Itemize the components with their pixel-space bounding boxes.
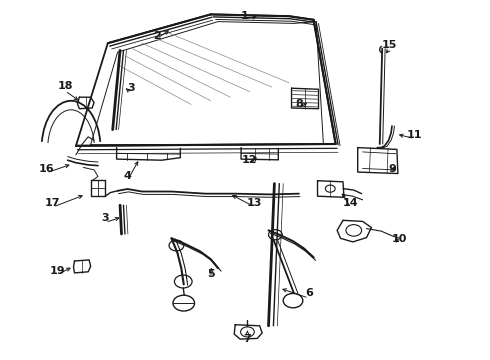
Text: 17: 17 xyxy=(45,198,61,208)
Text: 11: 11 xyxy=(406,130,422,140)
Text: 2: 2 xyxy=(153,31,161,41)
Text: 19: 19 xyxy=(50,266,66,276)
Text: 9: 9 xyxy=(388,164,396,174)
Text: 12: 12 xyxy=(242,155,258,165)
Text: 6: 6 xyxy=(305,288,313,298)
Text: 16: 16 xyxy=(39,164,54,174)
Text: 10: 10 xyxy=(392,234,407,244)
Text: 8: 8 xyxy=(295,99,303,109)
Text: 3: 3 xyxy=(127,83,135,93)
Text: 1: 1 xyxy=(241,11,249,21)
Text: 13: 13 xyxy=(247,198,263,208)
Text: 7: 7 xyxy=(244,334,251,344)
Text: 15: 15 xyxy=(382,40,397,50)
Text: 5: 5 xyxy=(207,269,215,279)
Text: 4: 4 xyxy=(123,171,131,181)
Text: 14: 14 xyxy=(343,198,358,208)
Text: 3: 3 xyxy=(101,213,109,223)
Text: 18: 18 xyxy=(57,81,73,91)
